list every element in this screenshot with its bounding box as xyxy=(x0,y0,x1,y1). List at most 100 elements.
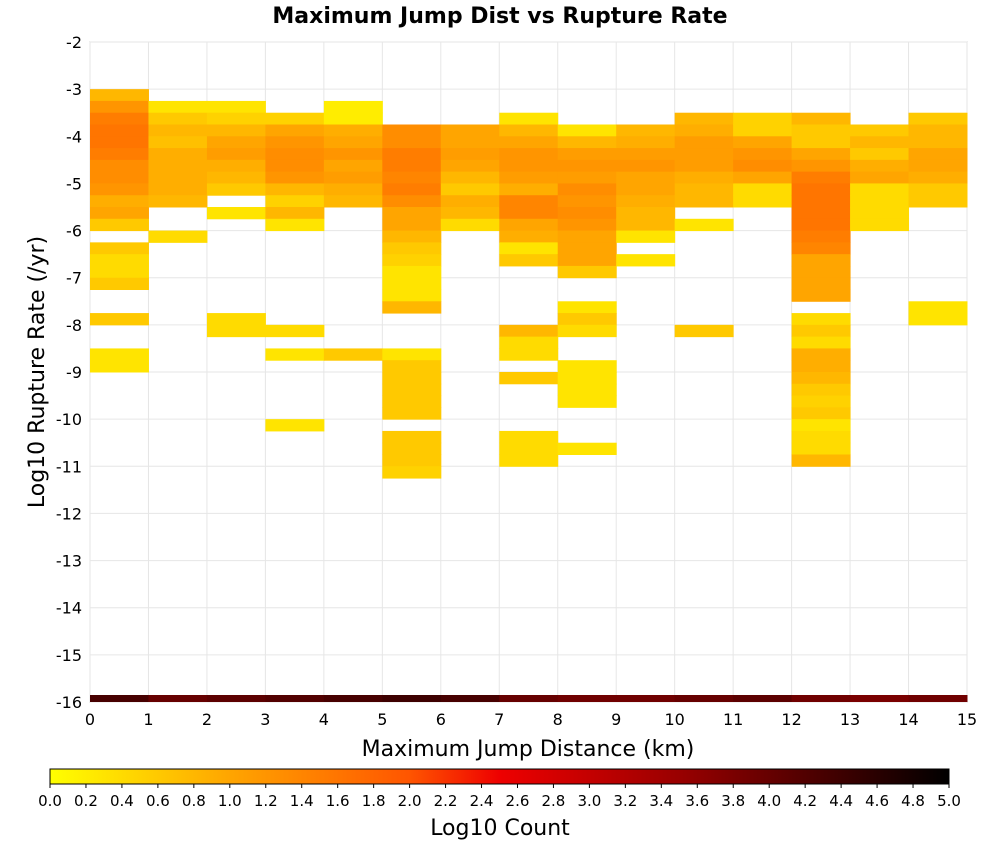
colorbar xyxy=(49,768,950,785)
heatmap-cell xyxy=(148,159,208,173)
heatmap-cell xyxy=(791,324,851,338)
heatmap-cell xyxy=(616,195,676,208)
heatmap-cell xyxy=(206,171,266,184)
x-tick-label: 11 xyxy=(723,710,743,729)
heatmap-cell xyxy=(499,430,559,444)
heatmap-cell xyxy=(791,442,851,455)
heatmap-cell xyxy=(557,395,617,408)
x-tick-label: 15 xyxy=(957,710,977,729)
heatmap-cell xyxy=(557,207,617,220)
heatmap-cell xyxy=(323,171,383,184)
heatmap-cell xyxy=(616,124,676,137)
heatmap-cell xyxy=(440,183,500,196)
x-tick-label: 8 xyxy=(553,710,563,729)
heatmap-cell xyxy=(557,265,617,279)
heatmap-cell xyxy=(791,348,851,361)
heatmap-cell xyxy=(382,207,442,220)
heatmap-cell xyxy=(382,218,442,232)
heatmap-cell xyxy=(90,195,149,208)
x-tick-label: 10 xyxy=(664,710,684,729)
heatmap-cell xyxy=(90,124,149,137)
heatmap-cell xyxy=(90,313,149,326)
heatmap-cell xyxy=(440,218,500,232)
heatmap-cell xyxy=(908,112,968,125)
heatmap-cell xyxy=(206,148,266,161)
heatmap-cell xyxy=(382,183,442,196)
heatmap-cell-bottom xyxy=(382,695,442,702)
y-tick-label: -12 xyxy=(56,504,82,523)
heatmap-cell xyxy=(674,218,734,232)
heatmap-cell xyxy=(791,313,851,326)
heatmap-cell xyxy=(499,112,559,125)
heatmap-cell xyxy=(440,148,500,161)
heatmap-cell xyxy=(674,195,734,208)
colorbar-tick-label: 0.2 xyxy=(74,792,98,810)
heatmap-cell xyxy=(90,207,149,220)
heatmap-cell xyxy=(382,395,442,408)
colorbar-tick-label: 1.6 xyxy=(326,792,350,810)
heatmap-cell xyxy=(265,207,325,220)
colorbar-tick-label: 4.4 xyxy=(829,792,853,810)
heatmap-cell xyxy=(557,159,617,173)
heatmap-cell xyxy=(850,218,910,232)
colorbar-ticks: 0.0 0.2 0.4 0.6 0.8 1.0 1.2 1.4 1.6 1.8 2.0 2.2 2.4 2… xyxy=(38,784,961,810)
colorbar-tick-label: 0.8 xyxy=(182,792,206,810)
heatmap-cell xyxy=(148,183,208,196)
x-tick-label: 12 xyxy=(781,710,801,729)
heatmap-cell xyxy=(499,218,559,232)
heatmap-cell xyxy=(791,183,851,196)
y-tick-label: -8 xyxy=(66,316,82,335)
heatmap-cell-bottom xyxy=(90,695,149,702)
heatmap-cell xyxy=(90,89,149,102)
heatmap-cell xyxy=(265,124,325,137)
heatmap-cell xyxy=(148,100,208,114)
heatmap-cell xyxy=(791,112,851,125)
colorbar-tick-label: 1.8 xyxy=(362,792,386,810)
y-axis-label: Log10 Rupture Rate (/yr) xyxy=(25,236,50,508)
heatmap-cell xyxy=(499,348,559,361)
heatmap-cell xyxy=(382,454,442,467)
heatmap-cell xyxy=(206,136,266,149)
heatmap-cell xyxy=(791,124,851,137)
heatmap-cell xyxy=(674,159,734,173)
heatmap-cell xyxy=(791,372,851,385)
heatmap-cell-bottom xyxy=(850,695,910,702)
y-tick-label: -3 xyxy=(66,80,82,99)
heatmap-cell xyxy=(791,336,851,349)
colorbar-tick-label: 0.0 xyxy=(38,792,62,810)
heatmap-cell xyxy=(499,454,559,467)
heatmap-cell xyxy=(557,442,617,455)
x-tick-label: 9 xyxy=(611,710,621,729)
heatmap-cell xyxy=(206,100,266,114)
heatmap-cell xyxy=(499,372,559,385)
heatmap-cell-bottom xyxy=(674,695,734,702)
heatmap-cell xyxy=(382,171,442,184)
heatmap-cell xyxy=(499,242,559,255)
colorbar-tick-label: 4.6 xyxy=(865,792,889,810)
heatmap-cell xyxy=(791,218,851,232)
heatmap-cell xyxy=(90,148,149,161)
y-tick-label: -11 xyxy=(56,457,82,476)
heatmap-cell xyxy=(850,124,910,137)
heatmap-cell xyxy=(557,360,617,373)
heatmap-cell xyxy=(206,159,266,173)
heatmap-cell xyxy=(499,124,559,137)
heatmap-cell xyxy=(557,183,617,196)
heatmap-cell xyxy=(440,136,500,149)
colorbar-tick-label: 4.8 xyxy=(901,792,925,810)
heatmap-cell xyxy=(616,230,676,243)
heatmap-cell xyxy=(908,195,968,208)
heatmap-cell xyxy=(382,372,442,385)
heatmap-cell xyxy=(908,313,968,326)
heatmap-cell xyxy=(908,136,968,149)
y-tick-label: -4 xyxy=(66,127,82,146)
heatmap-cell xyxy=(733,195,793,208)
heatmap-cell xyxy=(791,360,851,373)
heatmap-cell xyxy=(90,136,149,149)
heatmap-cell xyxy=(90,171,149,184)
heatmap-cell xyxy=(382,195,442,208)
y-tick-label: -5 xyxy=(66,174,82,193)
heatmap-cell xyxy=(616,159,676,173)
heatmap-cell xyxy=(733,159,793,173)
